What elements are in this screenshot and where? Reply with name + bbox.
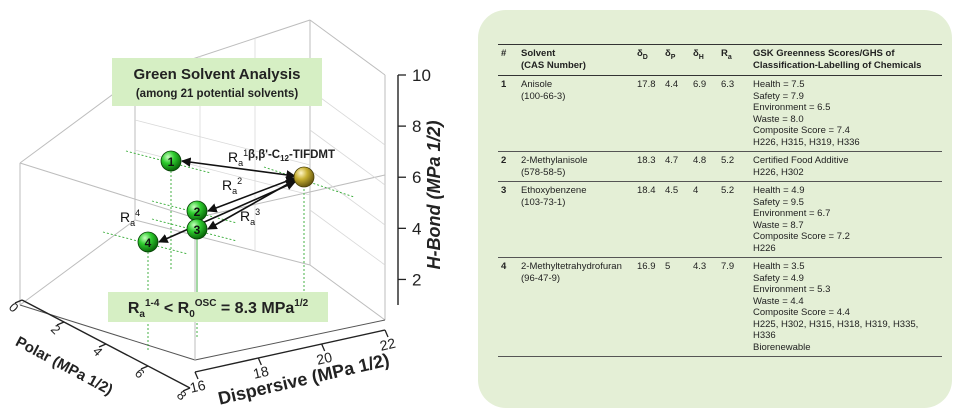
- chart-subtitle: (among 21 potential solvents): [136, 88, 298, 100]
- equation-box: [108, 292, 328, 322]
- y-tick-label: 4: [90, 344, 106, 360]
- col-gsk: GSK Greenness Scores/GHS of Classificati…: [753, 48, 922, 71]
- data-point-label: 4: [145, 236, 152, 250]
- cell-dh: 4.8: [693, 155, 707, 166]
- cell-name: 2-Methyltetrahydrofuran (96-47-9): [521, 261, 622, 284]
- cell-dp: 4.5: [665, 185, 679, 196]
- cell-dp: 4.4: [665, 79, 679, 90]
- cell-gsk: Health = 4.9 Safety = 9.5 Environment = …: [753, 185, 850, 254]
- col-num: #: [501, 48, 507, 59]
- x-tick-label: 22: [378, 335, 397, 354]
- y-tick: [182, 387, 191, 392]
- target-label: β,β'-C12-TIFDMT: [248, 149, 335, 163]
- z-tick-label: 10: [412, 66, 431, 85]
- cell-dd: 18.4: [637, 185, 656, 196]
- cell-dd: 18.3: [637, 155, 656, 166]
- ra-label-4: Ra4: [120, 208, 140, 228]
- table-header-row: # Solvent (CAS Number) δD δP δH Ra GSK G…: [498, 44, 942, 76]
- cell-num: 4: [501, 261, 507, 272]
- y-tick: [56, 321, 65, 326]
- col-dh: δH: [693, 48, 704, 61]
- target-point: β,β'-C12-TIFDMT: [248, 149, 335, 188]
- x-axis-label: Dispersive (MPa 1/2): [216, 350, 391, 409]
- cell-gsk: Certified Food Additive H226, H302: [753, 155, 849, 178]
- data-point-sphere: [160, 150, 182, 172]
- cell-dd: 16.9: [637, 261, 656, 272]
- cell-gsk: Health = 7.5 Safety = 7.9 Environment = …: [753, 79, 860, 148]
- target-sphere: [293, 166, 315, 188]
- cell-ra: 6.3: [721, 79, 735, 90]
- cell-dp: 5: [665, 261, 671, 272]
- data-point-4: 4: [137, 231, 159, 253]
- y-tick-label: 0: [6, 300, 22, 316]
- z-tick-label: 8: [412, 117, 421, 136]
- y-tick: [140, 365, 149, 370]
- table-row: 3 Ethoxybenzene (103-73-1) 18.4 4.5 4 5.2 Heal…: [498, 182, 942, 258]
- x-tick-label: 20: [315, 349, 334, 368]
- y-tick-label: 2: [48, 322, 64, 338]
- cell-name: 2-Methylanisole (578-58-5): [521, 155, 588, 178]
- cell-ra: 7.9: [721, 261, 735, 272]
- data-point-2: 2: [186, 200, 208, 222]
- table-row: 2 2-Methylanisole (578-58-5) 18.3 4.7 4.8 5.2…: [498, 152, 942, 182]
- ra-arrow-1: [181, 157, 296, 180]
- col-ra: Ra: [721, 48, 732, 61]
- cell-name: Anisole (100-66-3): [521, 79, 566, 102]
- ra-arrow-4: [158, 181, 296, 243]
- solvent-table-panel: # Solvent (CAS Number) δD δP δH Ra GSK G…: [478, 10, 952, 408]
- cell-dh: 6.9: [693, 79, 707, 90]
- data-point-label: 3: [194, 223, 201, 237]
- z-axis-label: H-Bond (MPa 1/2): [424, 120, 444, 269]
- ra-label-2: Ra2: [222, 176, 242, 196]
- y-tick: [14, 299, 23, 304]
- data-point-1: 1: [160, 150, 182, 172]
- cell-ra: 5.2: [721, 185, 735, 196]
- cell-ra: 5.2: [721, 155, 735, 166]
- data-point-label: 1: [168, 155, 175, 169]
- z-tick-label: 4: [412, 219, 421, 238]
- z-axis: 2 4 6 8 10 H-Bond (MPa 1/2): [397, 66, 444, 305]
- ra-label-3: Ra3: [240, 207, 260, 227]
- col-dp: δP: [665, 48, 676, 61]
- cell-dp: 4.7: [665, 155, 679, 166]
- projection-line: [102, 231, 189, 255]
- cell-dh: 4: [693, 185, 699, 196]
- data-point-sphere: [137, 231, 159, 253]
- cell-dd: 17.8: [637, 79, 656, 90]
- y-tick-label: 8: [174, 388, 190, 404]
- ra-label-1: Ra1: [228, 148, 248, 168]
- equation: Ra1-4 < R0OSC = 8.3 MPa1/2: [128, 298, 309, 320]
- hansen-3d-chart: 2 4 6 8 10 H-Bond (MPa 1/2) 16 18 20 22 Dispers…: [0, 0, 460, 419]
- cell-gsk: Health = 3.5 Safety = 4.9 Environment = …: [753, 261, 919, 353]
- cell-dh: 4.3: [693, 261, 707, 272]
- z-tick-label: 2: [412, 270, 421, 289]
- data-point-sphere: [186, 218, 208, 240]
- x-tick: [194, 371, 199, 380]
- cell-num: 3: [501, 185, 507, 196]
- x-tick-label: 16: [188, 377, 207, 396]
- y-tick-label: 6: [132, 366, 148, 382]
- table-row: 4 2-Methyltetrahydrofuran (96-47-9) 16.9 5 4…: [498, 258, 942, 357]
- chart-title: Green Solvent Analysis: [133, 66, 300, 83]
- cell-num: 1: [501, 79, 507, 90]
- cell-num: 2: [501, 155, 507, 166]
- title-box: [112, 58, 322, 106]
- data-point-label: 2: [194, 205, 201, 219]
- data-point-3: 3: [186, 218, 208, 240]
- y-tick: [98, 343, 107, 348]
- x-axis: 16 18 20 22 Dispersive (MPa 1/2): [188, 329, 397, 409]
- col-dd: δD: [637, 48, 648, 61]
- z-tick-label: 6: [412, 168, 421, 187]
- cell-name: Ethoxybenzene (103-73-1): [521, 185, 587, 208]
- solvent-table: # Solvent (CAS Number) δD δP δH Ra GSK G…: [498, 44, 942, 357]
- x-tick: [384, 329, 389, 338]
- table-row: 1 Anisole (100-66-3) 17.8 4.4 6.9 6.3 Health =…: [498, 76, 942, 152]
- x-tick: [321, 343, 326, 352]
- x-tick-label: 18: [252, 363, 271, 382]
- x-tick: [257, 357, 262, 366]
- col-solvent: Solvent (CAS Number): [521, 48, 586, 71]
